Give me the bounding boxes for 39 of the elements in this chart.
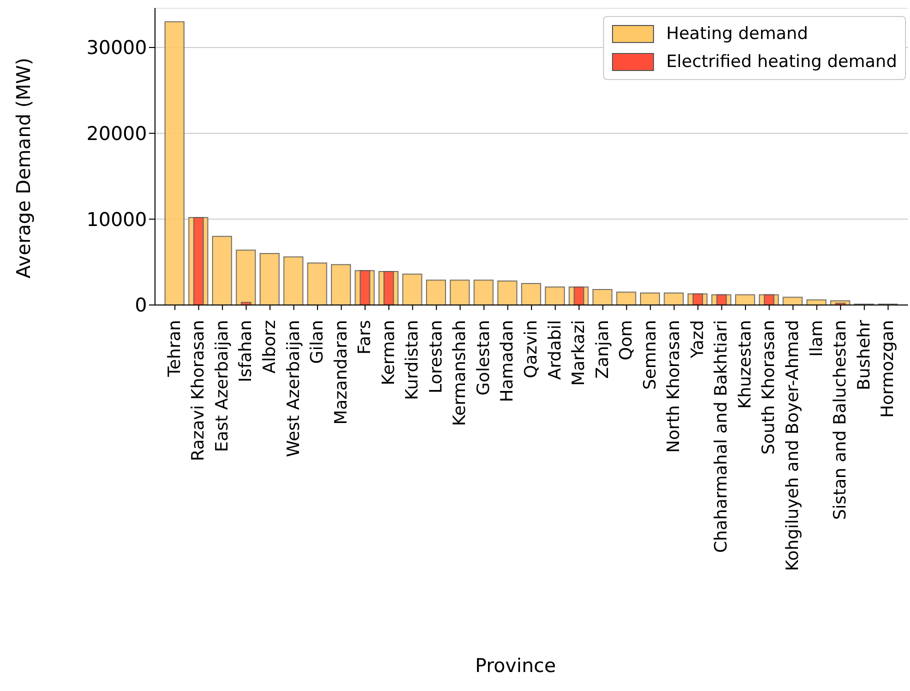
x-tick-label: Zanjan: [592, 320, 613, 379]
x-tick-label: Hormozgan: [878, 320, 898, 418]
x-tick-label: South Khorasan: [759, 320, 780, 455]
x-tick-label: East Azerbaijan: [212, 320, 232, 452]
y-tick-label: 20000: [86, 123, 147, 146]
y-axis-title: Average Demand (MW): [13, 58, 35, 278]
y-tick-label: 10000: [86, 208, 147, 231]
x-tick-label: Yazd: [688, 320, 708, 360]
x-tick-label: Ardabil: [545, 320, 566, 380]
x-tick-label: Kermanshah: [450, 320, 470, 426]
x-tick-label: Semnan: [640, 320, 660, 390]
x-tick-label: Lorestan: [426, 320, 446, 394]
x-tick-label: Isfahan: [236, 320, 256, 382]
y-tick-label: 0: [134, 294, 147, 317]
x-tick-label: Khuzestan: [735, 320, 756, 409]
x-axis-title: Province: [475, 655, 556, 677]
x-tick-label: Razavi Khorasan: [188, 320, 209, 462]
x-tick-label: Chaharmahal and Bakhtiari: [712, 320, 732, 553]
x-tick-label: Bushehr: [854, 320, 874, 390]
x-tick-label: Alborz: [260, 320, 280, 374]
legend-label: Heating demand: [666, 23, 808, 46]
x-tick-label: Golestan: [474, 320, 494, 396]
x-tick-label: Hamadan: [498, 320, 518, 402]
legend-label: Electrified heating demand: [666, 51, 897, 74]
x-tick-label: Sistan and Baluchestan: [830, 320, 851, 520]
x-tick-label: Kurdistan: [402, 320, 423, 400]
x-tick-label: Mazandaran: [331, 320, 352, 425]
y-tick-label: 30000: [86, 37, 147, 60]
x-tick-label: North Khorasan: [664, 320, 684, 453]
x-tick-label: Kerman: [378, 320, 399, 386]
x-tick-label: Kohgiluyeh and Boyer-Ahmad: [783, 320, 804, 571]
x-tick-label: Gilan: [308, 320, 328, 364]
x-tick-label: West Azerbaijan: [284, 320, 304, 458]
x-tick-label: Tehran: [164, 320, 185, 378]
x-tick-label: Ilam: [806, 320, 827, 357]
x-tick-label: Markazi: [569, 320, 590, 386]
x-tick-label: Qom: [616, 320, 637, 360]
x-tick-label: Qazvin: [522, 320, 542, 378]
x-tick-label: Fars: [355, 320, 376, 354]
